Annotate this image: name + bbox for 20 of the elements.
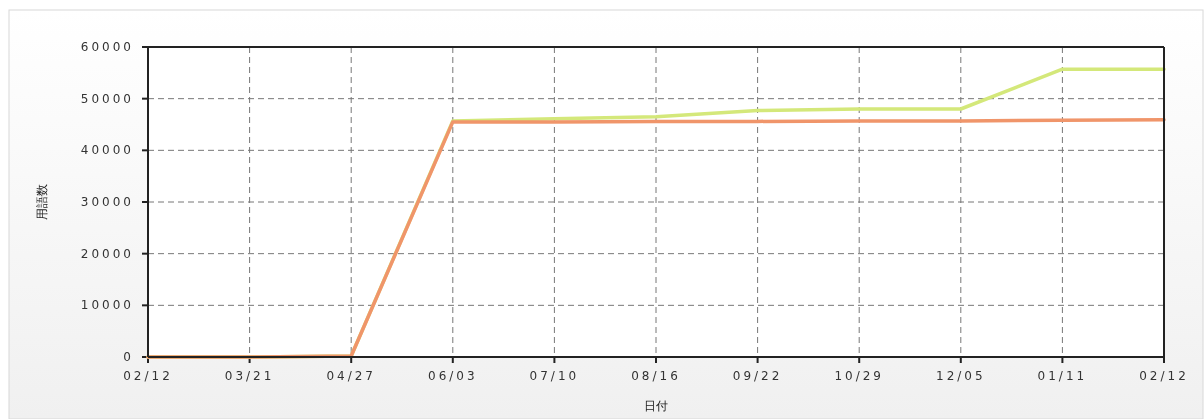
x-tick-label: 06/03 (428, 369, 478, 383)
y-tick-label: 10000 (80, 298, 134, 313)
y-tick-label: 20000 (80, 246, 134, 261)
x-tick-label: 08/16 (631, 369, 681, 383)
x-tick-label: 02/12 (1139, 369, 1189, 383)
x-tick-label: 09/22 (732, 369, 783, 383)
x-tick-label: 02/12 (123, 369, 173, 383)
x-axis-title: 日付 (644, 399, 668, 413)
y-tick-label: 0 (123, 350, 134, 364)
x-tick-label: 10/29 (834, 369, 884, 383)
y-tick-label: 50000 (80, 91, 134, 106)
y-tick-label: 40000 (80, 143, 134, 158)
x-tick-label: 04/27 (326, 369, 376, 383)
x-tick-label: 03/21 (224, 369, 275, 383)
x-tick-label: 07/10 (529, 369, 580, 383)
y-axis-title: 用語数 (35, 184, 49, 220)
x-tick-label: 01/11 (1037, 369, 1088, 383)
y-tick-label: 30000 (80, 195, 134, 209)
x-tick-label: 12/05 (936, 369, 986, 383)
y-tick-label: 60000 (80, 40, 134, 54)
